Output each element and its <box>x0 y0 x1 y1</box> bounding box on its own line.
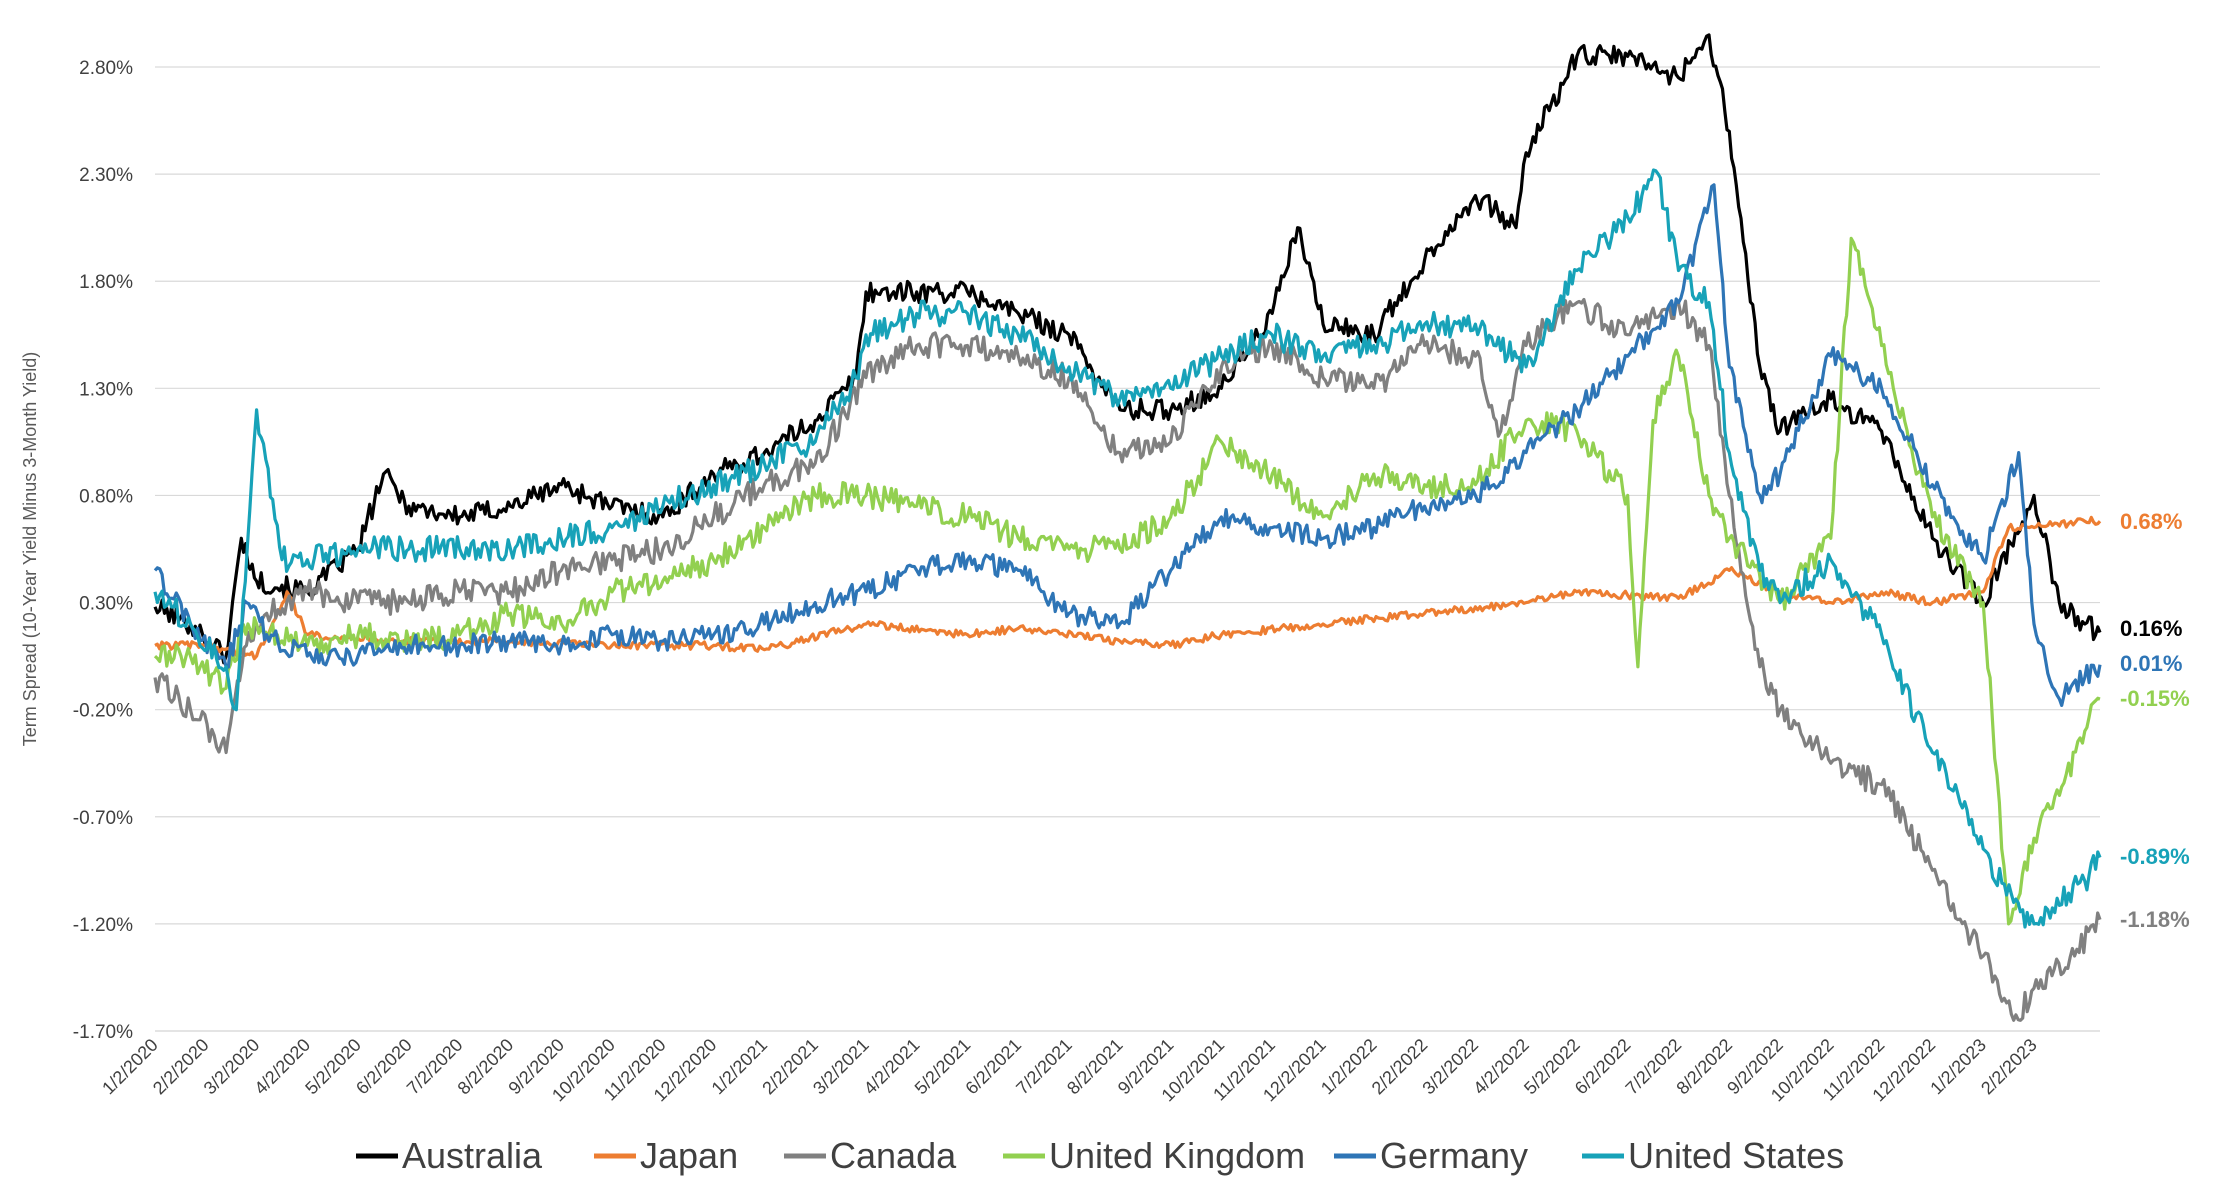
series-end-label: -1.18% <box>2120 907 2190 932</box>
y-tick-label: -1.20% <box>73 915 133 936</box>
legend: Australia Japan Canada United Kingdom German… <box>356 1135 1844 1176</box>
y-tick-label: 2.30% <box>79 165 133 186</box>
series-line <box>153 33 2102 665</box>
legend-label: Australia <box>402 1135 543 1176</box>
y-tick-label: 1.80% <box>79 272 133 293</box>
legend-label: Canada <box>830 1135 957 1176</box>
y-tick-label: -0.20% <box>73 701 133 722</box>
series-end-label: 0.68% <box>2120 509 2182 534</box>
series-line <box>153 236 2101 926</box>
legend-label: United States <box>1628 1135 1844 1176</box>
series-end-label: 0.01% <box>2120 651 2182 676</box>
y-tick-label: -0.70% <box>73 808 133 829</box>
series-line <box>153 183 2102 707</box>
y-tick-label: 0.80% <box>79 486 133 507</box>
y-axis-label: Term Spread (10-Year Yield Minus 3-Month… <box>20 352 40 747</box>
series-lines <box>153 33 2102 1022</box>
legend-label: Japan <box>640 1135 738 1176</box>
series-end-label: -0.15% <box>2120 686 2190 711</box>
series-line <box>153 168 2102 929</box>
y-axis-ticks: 2.80% 2.30% 1.80% 1.30% 0.80% 0.30% -0.20% -0.7… <box>73 58 133 1043</box>
series-end-label: -0.89% <box>2120 844 2190 869</box>
series-line <box>153 297 2102 1022</box>
end-labels: 0.16% 0.68% -1.18% -0.15% 0.01% -0.89% <box>2120 509 2190 932</box>
y-tick-label: -1.70% <box>73 1022 133 1043</box>
legend-label: Germany <box>1380 1135 1528 1176</box>
series-end-label: 0.16% <box>2120 616 2182 641</box>
y-tick-label: 1.30% <box>79 379 133 400</box>
y-tick-label: 2.80% <box>79 58 133 79</box>
legend-label: United Kingdom <box>1049 1135 1305 1176</box>
x-axis-ticks: 1/2/20202/2/20203/2/20204/2/20205/2/2020… <box>98 1035 2041 1106</box>
y-tick-label: 0.30% <box>79 594 133 615</box>
x-tick-label: 2/2/2023 <box>1977 1035 2041 1099</box>
